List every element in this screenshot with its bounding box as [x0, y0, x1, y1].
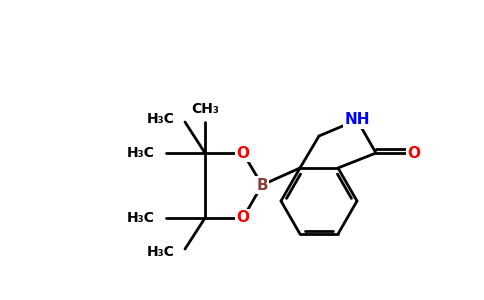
Text: O: O — [237, 211, 249, 226]
Text: B: B — [256, 178, 268, 193]
Text: H₃C: H₃C — [127, 146, 155, 160]
Text: H₃C: H₃C — [127, 211, 155, 225]
Text: H₃C: H₃C — [147, 245, 175, 259]
Text: CH₃: CH₃ — [191, 102, 219, 116]
Text: O: O — [237, 146, 249, 160]
Text: NH: NH — [344, 112, 370, 128]
Text: O: O — [408, 146, 421, 160]
Text: H₃C: H₃C — [147, 112, 175, 126]
